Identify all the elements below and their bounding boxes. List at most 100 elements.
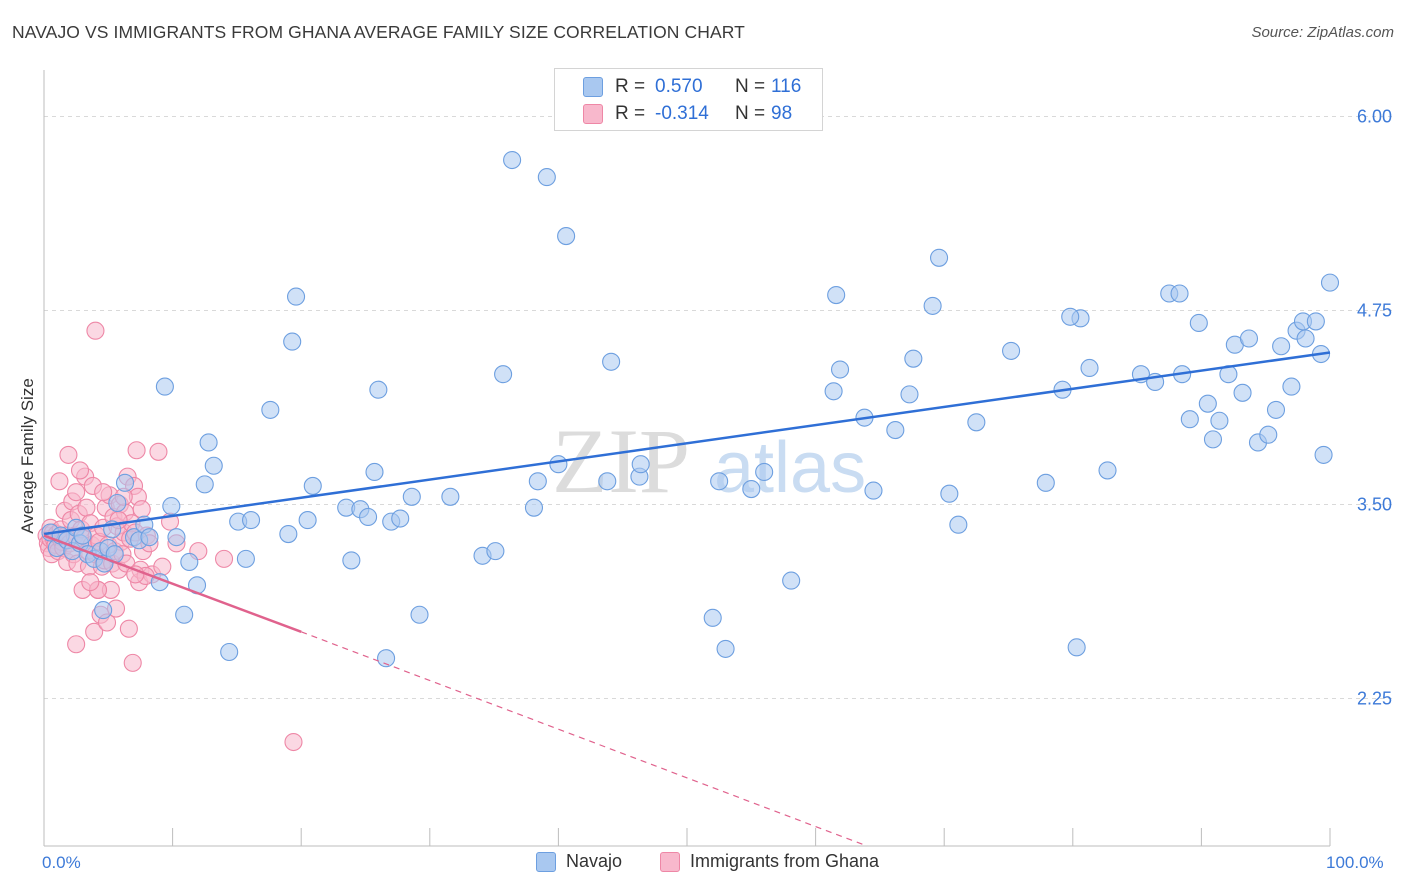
navajo-point bbox=[241, 511, 261, 530]
navajo-point bbox=[365, 462, 384, 482]
navajo-point bbox=[359, 507, 378, 527]
series-legend: Navajo Immigrants from Ghana bbox=[0, 851, 1406, 877]
x-tick-label-min: 0.0% bbox=[42, 853, 81, 872]
navajo-point bbox=[94, 601, 113, 620]
navajo-point bbox=[298, 511, 317, 530]
ghana-point bbox=[81, 573, 100, 592]
navajo-point bbox=[742, 479, 761, 499]
legend-label-ghana: Immigrants from Ghana bbox=[690, 851, 880, 871]
navajo-point bbox=[369, 380, 388, 399]
ghana-point bbox=[284, 732, 303, 752]
ghana-point bbox=[50, 472, 69, 491]
navajo-point bbox=[602, 352, 621, 371]
navajo-point bbox=[1203, 430, 1223, 449]
y-tick-label: 4.75 bbox=[1357, 301, 1392, 321]
navajo-point bbox=[175, 605, 194, 624]
navajo-point bbox=[1180, 410, 1199, 429]
navajo-point bbox=[108, 493, 127, 513]
navajo-point bbox=[503, 150, 522, 170]
navajo-point bbox=[1266, 400, 1286, 419]
navajo-point bbox=[1061, 307, 1080, 326]
r-value: 0.570 bbox=[655, 76, 703, 97]
n-value: 116 bbox=[771, 76, 802, 97]
watermark-zip: ZIP bbox=[552, 410, 690, 512]
y-axis-label: Average Family Size bbox=[18, 378, 37, 534]
navajo-point bbox=[155, 377, 174, 396]
navajo-point bbox=[1036, 473, 1055, 492]
ghana-trend-line bbox=[43, 534, 302, 633]
navajo-point bbox=[73, 526, 92, 545]
legend-row-navajo: R = 0.570 N = 116 bbox=[555, 74, 851, 100]
navajo-trend-line bbox=[43, 351, 1331, 536]
navajo-point bbox=[923, 296, 942, 315]
navajo-point bbox=[1210, 411, 1229, 430]
ghana-point bbox=[132, 500, 151, 519]
navajo-point bbox=[967, 413, 986, 432]
navajo-point bbox=[703, 608, 722, 627]
trend-lines bbox=[43, 351, 1331, 847]
navajo-point bbox=[1067, 638, 1086, 657]
ghana-point bbox=[149, 442, 168, 461]
navajo-point bbox=[1098, 461, 1117, 480]
r-label: R = bbox=[615, 103, 646, 124]
navajo-point bbox=[940, 484, 959, 503]
navajo-point bbox=[486, 542, 505, 561]
r-value: -0.314 bbox=[655, 103, 709, 124]
navajo-point bbox=[631, 455, 650, 474]
correlation-legend: R = 0.570 N = 116 R = -0.314 N = 98 bbox=[554, 68, 823, 131]
ghana-point bbox=[94, 483, 113, 502]
ghana-point bbox=[70, 461, 90, 480]
legend-row-ghana: R = -0.314 N = 98 bbox=[555, 101, 851, 127]
y-tick-label: 6.00 bbox=[1357, 107, 1392, 127]
navajo-swatch bbox=[536, 851, 556, 872]
navajo-point bbox=[528, 472, 547, 491]
n-label: N = bbox=[735, 103, 766, 124]
navajo-point bbox=[1320, 273, 1340, 292]
navajo-point bbox=[886, 421, 905, 440]
navajo-point bbox=[716, 639, 735, 658]
navajo-point bbox=[377, 649, 396, 668]
navajo-point bbox=[900, 385, 919, 404]
navajo-point bbox=[279, 524, 298, 544]
navajo-point bbox=[410, 605, 429, 624]
navajo-point bbox=[537, 168, 556, 187]
navajo-point bbox=[236, 549, 255, 568]
navajo-point bbox=[287, 287, 306, 306]
navajo-point bbox=[524, 498, 544, 517]
navajo-point bbox=[557, 227, 576, 246]
navajo-point bbox=[162, 497, 181, 516]
watermark: ZIP atlas bbox=[552, 410, 866, 512]
navajo-point bbox=[1272, 337, 1291, 356]
navajo-point bbox=[710, 472, 729, 491]
navajo-point bbox=[342, 551, 361, 570]
navajo-point bbox=[827, 285, 846, 305]
navajo-point bbox=[864, 481, 883, 500]
navajo-point bbox=[402, 487, 421, 506]
navajo-point bbox=[283, 332, 302, 351]
navajo-point bbox=[199, 433, 218, 452]
n-value: 98 bbox=[771, 103, 793, 124]
navajo-point bbox=[1239, 329, 1259, 348]
ghana-swatch bbox=[660, 851, 680, 872]
legend-label-navajo: Navajo bbox=[566, 851, 623, 871]
y-tick-label: 3.50 bbox=[1357, 495, 1392, 515]
navajo-point bbox=[167, 528, 186, 547]
navajo-point bbox=[830, 360, 850, 379]
ghana-point bbox=[86, 321, 105, 340]
navajo-point bbox=[204, 456, 223, 475]
navajo-point bbox=[261, 400, 280, 419]
ghana-point bbox=[123, 653, 142, 672]
legend-item-navajo: Navajo bbox=[536, 851, 622, 872]
navajo-point bbox=[1314, 445, 1333, 464]
navajo-point bbox=[904, 349, 923, 368]
navajo-point bbox=[1189, 313, 1208, 333]
navajo-point bbox=[220, 642, 239, 662]
y-tick-label: 2.25 bbox=[1357, 689, 1392, 709]
navajo-point bbox=[930, 248, 949, 267]
ghana-point bbox=[67, 483, 86, 502]
axes bbox=[43, 70, 1331, 847]
y-tick-labels: 2.25 3.50 4.75 6.00 bbox=[1357, 107, 1392, 709]
navajo-point bbox=[549, 455, 568, 474]
x-tick-label-max: 100.0% bbox=[1326, 853, 1384, 872]
